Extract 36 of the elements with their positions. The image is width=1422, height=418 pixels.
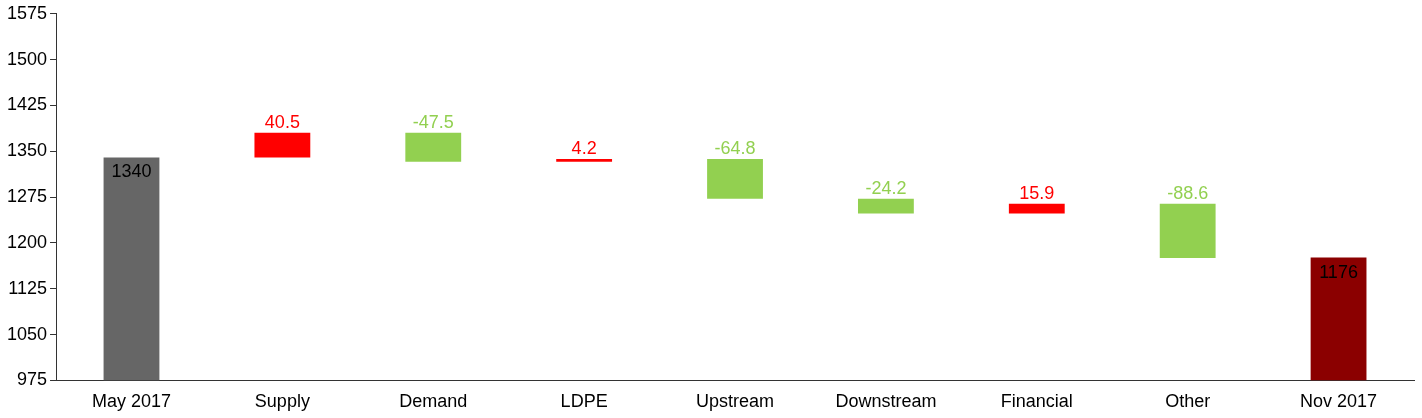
bar: [556, 159, 613, 162]
x-tick-label: Supply: [254, 391, 310, 412]
x-tick-label: Demand: [399, 391, 468, 412]
x-tick-label: Upstream: [696, 391, 775, 412]
y-tick-label: 1275: [7, 186, 48, 207]
data-label: 15.9: [1019, 182, 1055, 203]
bar: [1008, 203, 1065, 214]
y-tick-label: 1200: [7, 231, 48, 252]
y-tick-label: 975: [17, 369, 48, 390]
x-tick-label: May 2017: [91, 391, 172, 412]
y-tick-label: 1125: [8, 277, 48, 298]
y-tick-label: 1575: [7, 2, 48, 23]
y-tick-label: 1425: [7, 94, 48, 115]
bar: [103, 157, 160, 381]
bar: [857, 198, 914, 214]
data-label: -24.2: [865, 177, 907, 198]
bar: [1310, 257, 1367, 381]
x-tick-label: LDPE: [560, 391, 608, 412]
bar: [707, 159, 763, 199]
bar: [1159, 203, 1216, 258]
data-label: 1176: [1319, 261, 1358, 282]
data-label: -47.5: [412, 111, 454, 132]
data-label: 4.2: [571, 138, 597, 159]
x-tick-label: Financial: [1000, 391, 1073, 412]
y-tick-label: 1500: [7, 48, 48, 69]
y-tick-label: 1350: [7, 140, 48, 161]
x-tick-label: Downstream: [835, 391, 937, 412]
data-label: -64.8: [714, 138, 756, 159]
bar: [254, 132, 311, 158]
data-label: 40.5: [264, 111, 300, 132]
x-tick-label: Nov 2017: [1300, 391, 1378, 412]
data-label: 1340: [111, 161, 152, 182]
y-tick-label: 1050: [7, 323, 48, 344]
data-label: -88.6: [1167, 182, 1209, 203]
x-tick-label: Other: [1165, 391, 1211, 412]
bar: [405, 132, 462, 162]
